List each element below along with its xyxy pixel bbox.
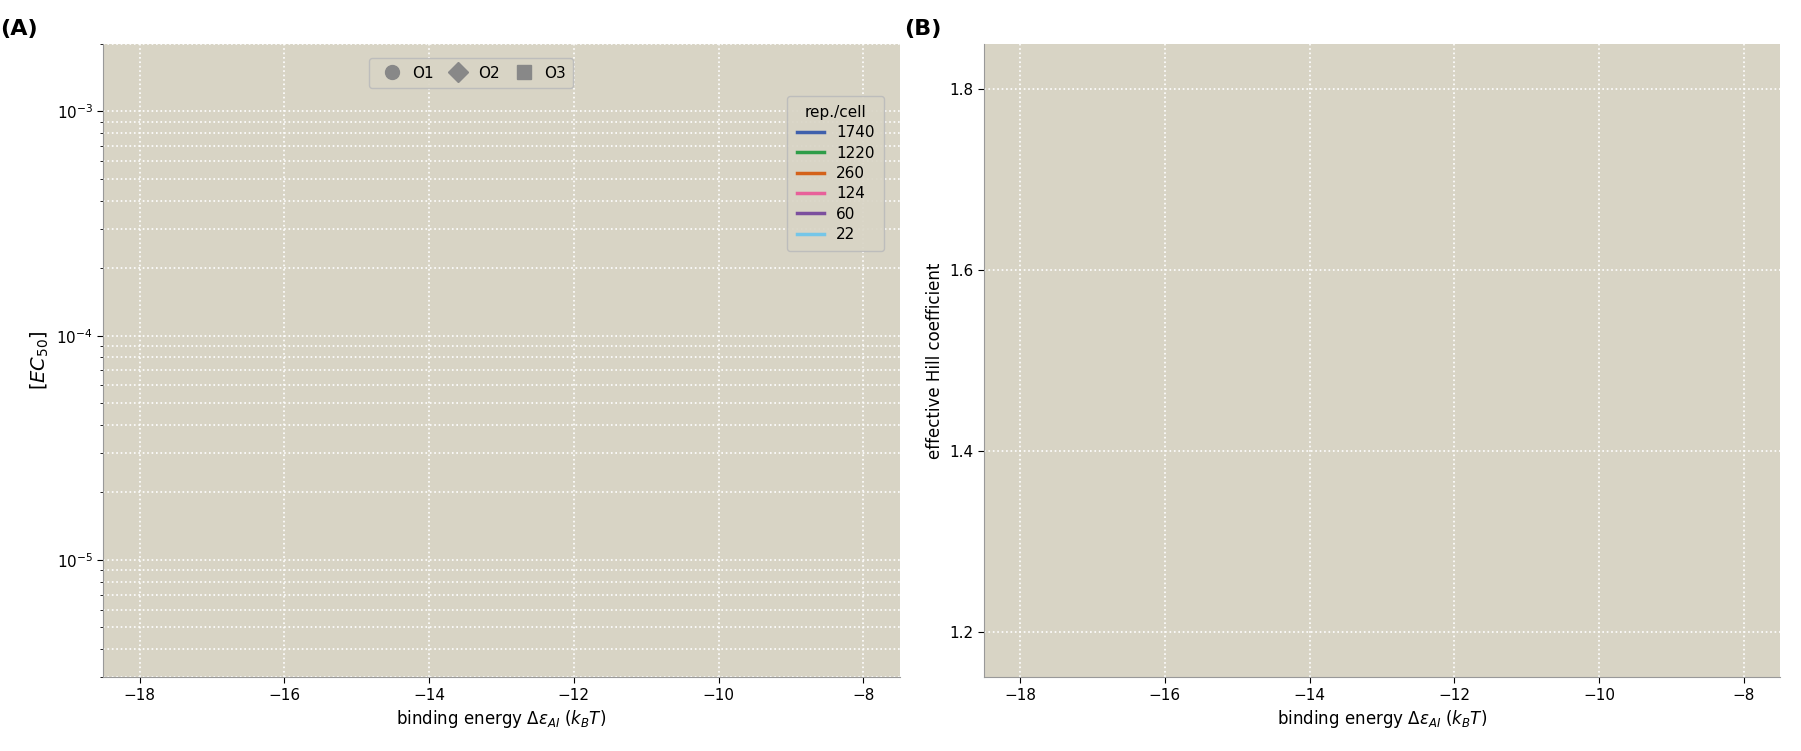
Text: (A): (A) [0,19,38,38]
Y-axis label: $[EC_{50}]$: $[EC_{50}]$ [29,331,50,391]
X-axis label: binding energy $\Delta\varepsilon_{AI}$ $(k_BT)$: binding energy $\Delta\varepsilon_{AI}$ … [1277,708,1488,730]
Y-axis label: effective Hill coefficient: effective Hill coefficient [926,262,944,459]
X-axis label: binding energy $\Delta\varepsilon_{AI}$ $(k_BT)$: binding energy $\Delta\varepsilon_{AI}$ … [396,708,607,730]
Text: (B): (B) [904,19,942,38]
Legend: 1740, 1220, 260, 124, 60, 22: 1740, 1220, 260, 124, 60, 22 [787,96,884,252]
